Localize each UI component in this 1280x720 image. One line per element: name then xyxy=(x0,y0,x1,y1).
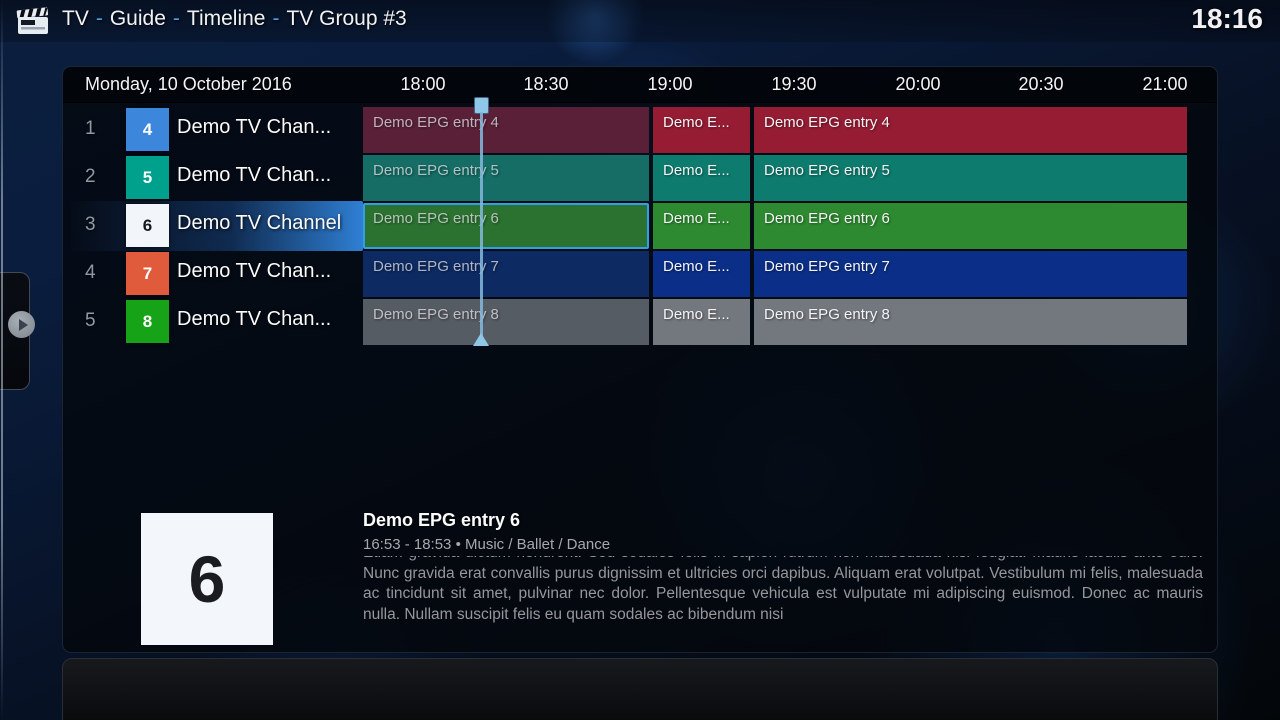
channel-name: Demo TV Chan... xyxy=(177,164,332,186)
channel-position: 2 xyxy=(85,166,96,187)
channel-logo: 5 xyxy=(126,156,169,199)
program-row: Demo EPG entry 5 Demo E... Demo EPG entr… xyxy=(63,155,1217,201)
epg-program-past[interactable]: Demo EPG entry 4 xyxy=(363,107,649,153)
epg-timeline-header: Monday, 10 October 2016 18:00 18:30 19:0… xyxy=(63,67,1217,103)
side-panel-tab xyxy=(0,272,35,390)
time-slot-label: 20:30 xyxy=(1018,74,1064,94)
screen-edge-highlight xyxy=(1,0,3,720)
epg-program[interactable]: Demo EPG entry 5 xyxy=(754,155,1187,201)
time-slot-label: 20:00 xyxy=(895,74,941,94)
epg-program-truncated[interactable]: Demo E... xyxy=(653,251,750,297)
epg-program[interactable]: Demo EPG entry 7 xyxy=(754,251,1187,297)
time-slot-label: 18:30 xyxy=(523,74,569,94)
channel-position: 3 xyxy=(85,214,96,235)
chevron-right-icon xyxy=(18,318,28,331)
epg-program-past[interactable]: Demo EPG entry 7 xyxy=(363,251,649,297)
program-row: Demo EPG entry 6 Demo E... Demo EPG entr… xyxy=(63,203,1217,249)
epg-program-past[interactable]: Demo EPG entry 5 xyxy=(363,155,649,201)
channel-name: Demo TV Channel xyxy=(177,212,342,234)
time-slot-label: 18:00 xyxy=(400,74,446,94)
breadcrumb-item-timeline: Timeline xyxy=(186,7,266,30)
time-slot-label: 21:00 xyxy=(1142,74,1188,94)
channel-logo: 7 xyxy=(126,252,169,295)
breadcrumb-separator: - xyxy=(272,7,280,30)
breadcrumb-separator: - xyxy=(172,7,180,30)
epg-program-truncated[interactable]: Demo E... xyxy=(653,107,750,153)
time-slot-label: 19:00 xyxy=(647,74,693,94)
channel-logo: 4 xyxy=(126,108,169,151)
epg-panel: Monday, 10 October 2016 18:00 18:30 19:0… xyxy=(62,66,1218,653)
channel-logo: 8 xyxy=(126,300,169,343)
channel-row[interactable]: 5 8 Demo TV Chan... xyxy=(63,299,363,345)
epg-program-truncated[interactable]: Demo E... xyxy=(653,155,750,201)
epg-program[interactable]: Demo EPG entry 6 xyxy=(754,203,1187,249)
breadcrumb-item-group: TV Group #3 xyxy=(286,7,407,30)
channel-name: Demo TV Chan... xyxy=(177,116,332,138)
program-row: Demo EPG entry 7 Demo E... Demo EPG entr… xyxy=(63,251,1217,297)
time-slot-label: 19:30 xyxy=(771,74,817,94)
breadcrumb: TV - Guide - Timeline - TV Group #3 xyxy=(62,7,407,31)
channel-name: Demo TV Chan... xyxy=(177,260,332,282)
details-description-text: Etiam gravida dictum hendrerit. Sed soda… xyxy=(363,556,1203,623)
channel-position: 1 xyxy=(85,118,96,139)
breadcrumb-item-tv: TV xyxy=(62,7,89,30)
top-bar: TV - Guide - Timeline - TV Group #3 18:16 xyxy=(0,0,1280,42)
epg-program-truncated[interactable]: Demo E... xyxy=(653,203,750,249)
channel-name: Demo TV Chan... xyxy=(177,308,332,330)
details-program-title: Demo EPG entry 6 xyxy=(363,510,521,530)
open-sidebar-button[interactable] xyxy=(8,311,35,338)
breadcrumb-item-guide: Guide xyxy=(109,7,166,30)
breadcrumb-separator: - xyxy=(95,7,103,30)
channel-logo: 6 xyxy=(126,204,169,247)
channel-position: 5 xyxy=(85,310,96,331)
channel-position: 4 xyxy=(85,262,96,283)
epg-program[interactable]: Demo EPG entry 4 xyxy=(754,107,1187,153)
epg-program[interactable]: Demo EPG entry 8 xyxy=(754,299,1187,345)
epg-program-truncated[interactable]: Demo E... xyxy=(653,299,750,345)
details-time-genre: 16:53 - 18:53 • Music / Ballet / Dance xyxy=(363,536,611,553)
details-description: Etiam gravida dictum hendrerit. Sed soda… xyxy=(363,556,1203,634)
program-row: Demo EPG entry 8 Demo E... Demo EPG entr… xyxy=(63,299,1217,345)
epg-program-focused[interactable]: Demo EPG entry 6 xyxy=(363,203,649,249)
epg-date-label: Monday, 10 October 2016 xyxy=(85,74,292,94)
selected-channel-highlight xyxy=(71,201,363,251)
channel-row[interactable]: 4 7 Demo TV Chan... xyxy=(63,251,363,297)
channel-row[interactable]: 2 5 Demo TV Chan... xyxy=(63,155,363,201)
channel-row[interactable]: 1 4 Demo TV Chan... xyxy=(63,107,363,153)
program-row: Demo EPG entry 4 Demo E... Demo EPG entr… xyxy=(63,107,1217,153)
epg-program-past[interactable]: Demo EPG entry 8 xyxy=(363,299,649,345)
clapperboard-icon xyxy=(16,7,49,34)
lower-panel xyxy=(62,658,1218,720)
details-channel-logo: 6 xyxy=(141,513,273,645)
clock: 18:16 xyxy=(1191,3,1263,34)
channel-row-selected[interactable]: 3 6 Demo TV Channel xyxy=(63,203,363,249)
